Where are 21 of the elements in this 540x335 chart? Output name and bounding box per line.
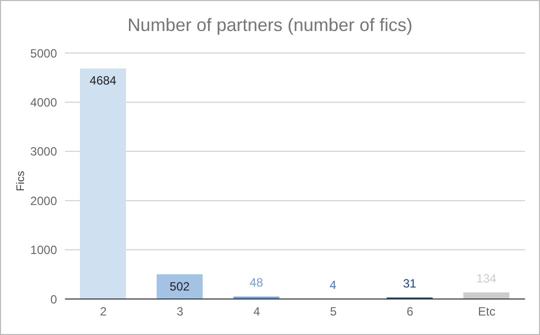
chart-title: Number of partners (number of fics) (126, 15, 414, 36)
bar (80, 68, 126, 299)
y-tick-label: 4000 (30, 95, 58, 110)
x-tick-label: 5 (330, 304, 337, 319)
x-tick-label: Etc (478, 304, 496, 319)
y-tick-label: 5000 (30, 46, 58, 60)
data-label: 4684 (90, 74, 117, 88)
x-tick-label: 4 (253, 304, 260, 319)
y-tick-label: 3000 (30, 144, 58, 159)
x-tick-label: 3 (176, 304, 184, 319)
y-axis-title: Fics (15, 170, 27, 192)
data-label: 502 (170, 279, 190, 294)
y-tick-label: 1000 (30, 243, 58, 258)
data-label: 4 (330, 278, 337, 292)
data-label: 48 (250, 276, 264, 290)
y-tick-label: 2000 (30, 194, 58, 208)
bar (463, 292, 510, 299)
x-tick-label: 2 (100, 304, 107, 319)
x-tick-label: 6 (406, 304, 414, 319)
data-label: 31 (402, 276, 417, 290)
y-tick-label: 0 (50, 292, 58, 306)
